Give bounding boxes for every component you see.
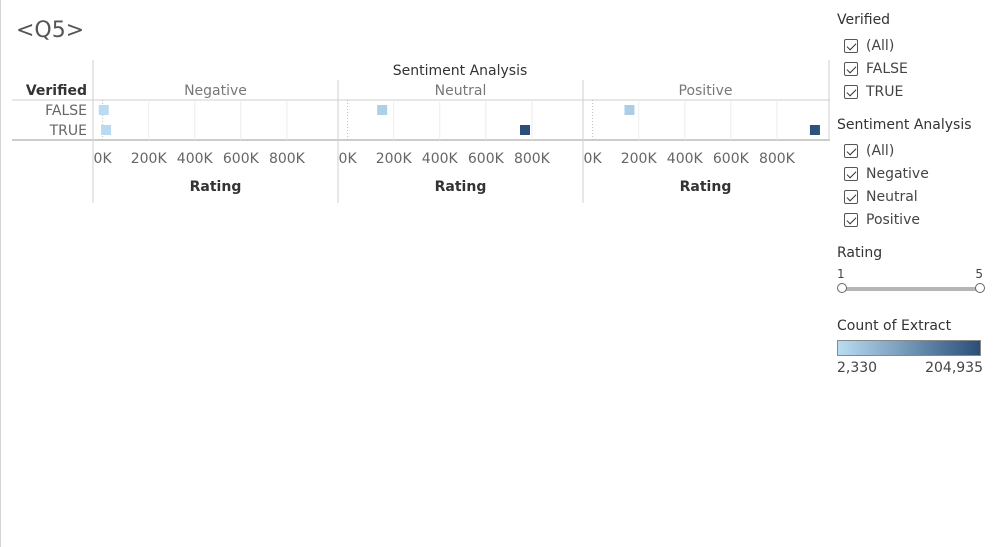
verified-option-false[interactable]: FALSE [837,57,987,80]
x-tick-label: 800K [759,151,796,167]
row-label-false: FALSE [45,103,87,119]
option-label: Neutral [866,188,918,205]
x-tick-label: 0K [584,151,603,167]
x-tick-label: 400K [422,151,459,167]
x-axis-label: Rating [435,179,487,195]
heatmap-chart: Sentiment Analysis Verified Negative Neutra… [12,60,830,203]
mark-neutral-true [520,125,531,135]
sentiment-filter-list: (All) Negative Neutral Positive [837,139,987,231]
rating-filter: Rating 1 5 [837,245,987,293]
color-legend: Count of Extract 2,330 204,935 [837,318,987,376]
rating-filter-title: Rating [837,245,883,261]
option-label: (All) [866,142,895,159]
checkbox-icon[interactable] [844,166,858,181]
verified-filter-title: Verified [837,12,891,28]
sentiment-filter-title: Sentiment Analysis [837,117,972,133]
x-tick-label: 200K [376,151,413,167]
mark-negative-true [101,125,112,135]
rating-min-handle[interactable] [837,283,847,293]
x-tick-label: 800K [269,151,306,167]
mark-negative-false [98,105,109,115]
verified-filter: Verified (All) FALSE TRUE [837,12,987,103]
sentiment-option-negative[interactable]: Negative [837,162,987,185]
legend-labels: 2,330 204,935 [837,360,983,376]
sentiment-option-positive[interactable]: Positive [837,208,987,231]
x-tick-label: 400K [667,151,704,167]
row-label-true: TRUE [49,123,87,139]
x-tick-label: 400K [177,151,214,167]
legend-title: Count of Extract [837,318,952,334]
sentiment-option-neutral[interactable]: Neutral [837,185,987,208]
x-tick-label: 800K [514,151,551,167]
verified-option-true[interactable]: TRUE [837,80,987,103]
x-tick-label: 0K [339,151,358,167]
checkbox-icon[interactable] [844,84,858,99]
mark-positive-false [624,105,635,115]
rating-max-label: 5 [975,267,983,281]
rating-slider-track[interactable] [837,283,985,293]
x-tick-label: 600K [713,151,750,167]
verified-filter-list: (All) FALSE TRUE [837,34,987,103]
left-border [0,0,1,547]
option-label: TRUE [866,83,904,100]
row-header: Verified [26,83,87,99]
column-header-negative: Negative [184,83,247,99]
column-header-positive: Positive [679,83,733,99]
mark-neutral-false [377,105,388,115]
option-label: FALSE [866,60,908,77]
verified-option-all[interactable]: (All) [837,34,987,57]
column-header-neutral: Neutral [435,83,487,99]
chart-title: Sentiment Analysis [393,63,528,79]
x-tick-label: 600K [223,151,260,167]
legend-max-label: 204,935 [925,360,983,376]
option-label: Positive [866,211,920,228]
option-label: Negative [866,165,929,182]
x-tick-label: 0K [94,151,113,167]
sentiment-option-all[interactable]: (All) [837,139,987,162]
checkbox-icon[interactable] [844,38,858,53]
x-tick-label: 600K [468,151,505,167]
rating-slider-labels: 1 5 [837,267,983,281]
x-tick-label: 200K [131,151,168,167]
checkbox-icon[interactable] [844,189,858,204]
sentiment-filter: Sentiment Analysis (All) Negative Neutra… [837,117,987,231]
mark-positive-true [809,125,820,135]
checkbox-icon[interactable] [844,212,858,227]
checkbox-icon[interactable] [844,61,858,76]
rating-max-handle[interactable] [975,283,985,293]
rating-min-label: 1 [837,267,845,281]
legend-min-label: 2,330 [837,360,878,376]
legend-gradient-bar [837,340,981,356]
x-axis-label: Rating [680,179,732,195]
page-title: <Q5> [16,18,85,43]
checkbox-icon[interactable] [844,143,858,158]
x-tick-label: 200K [621,151,658,167]
x-axis-label: Rating [190,179,242,195]
option-label: (All) [866,37,895,54]
